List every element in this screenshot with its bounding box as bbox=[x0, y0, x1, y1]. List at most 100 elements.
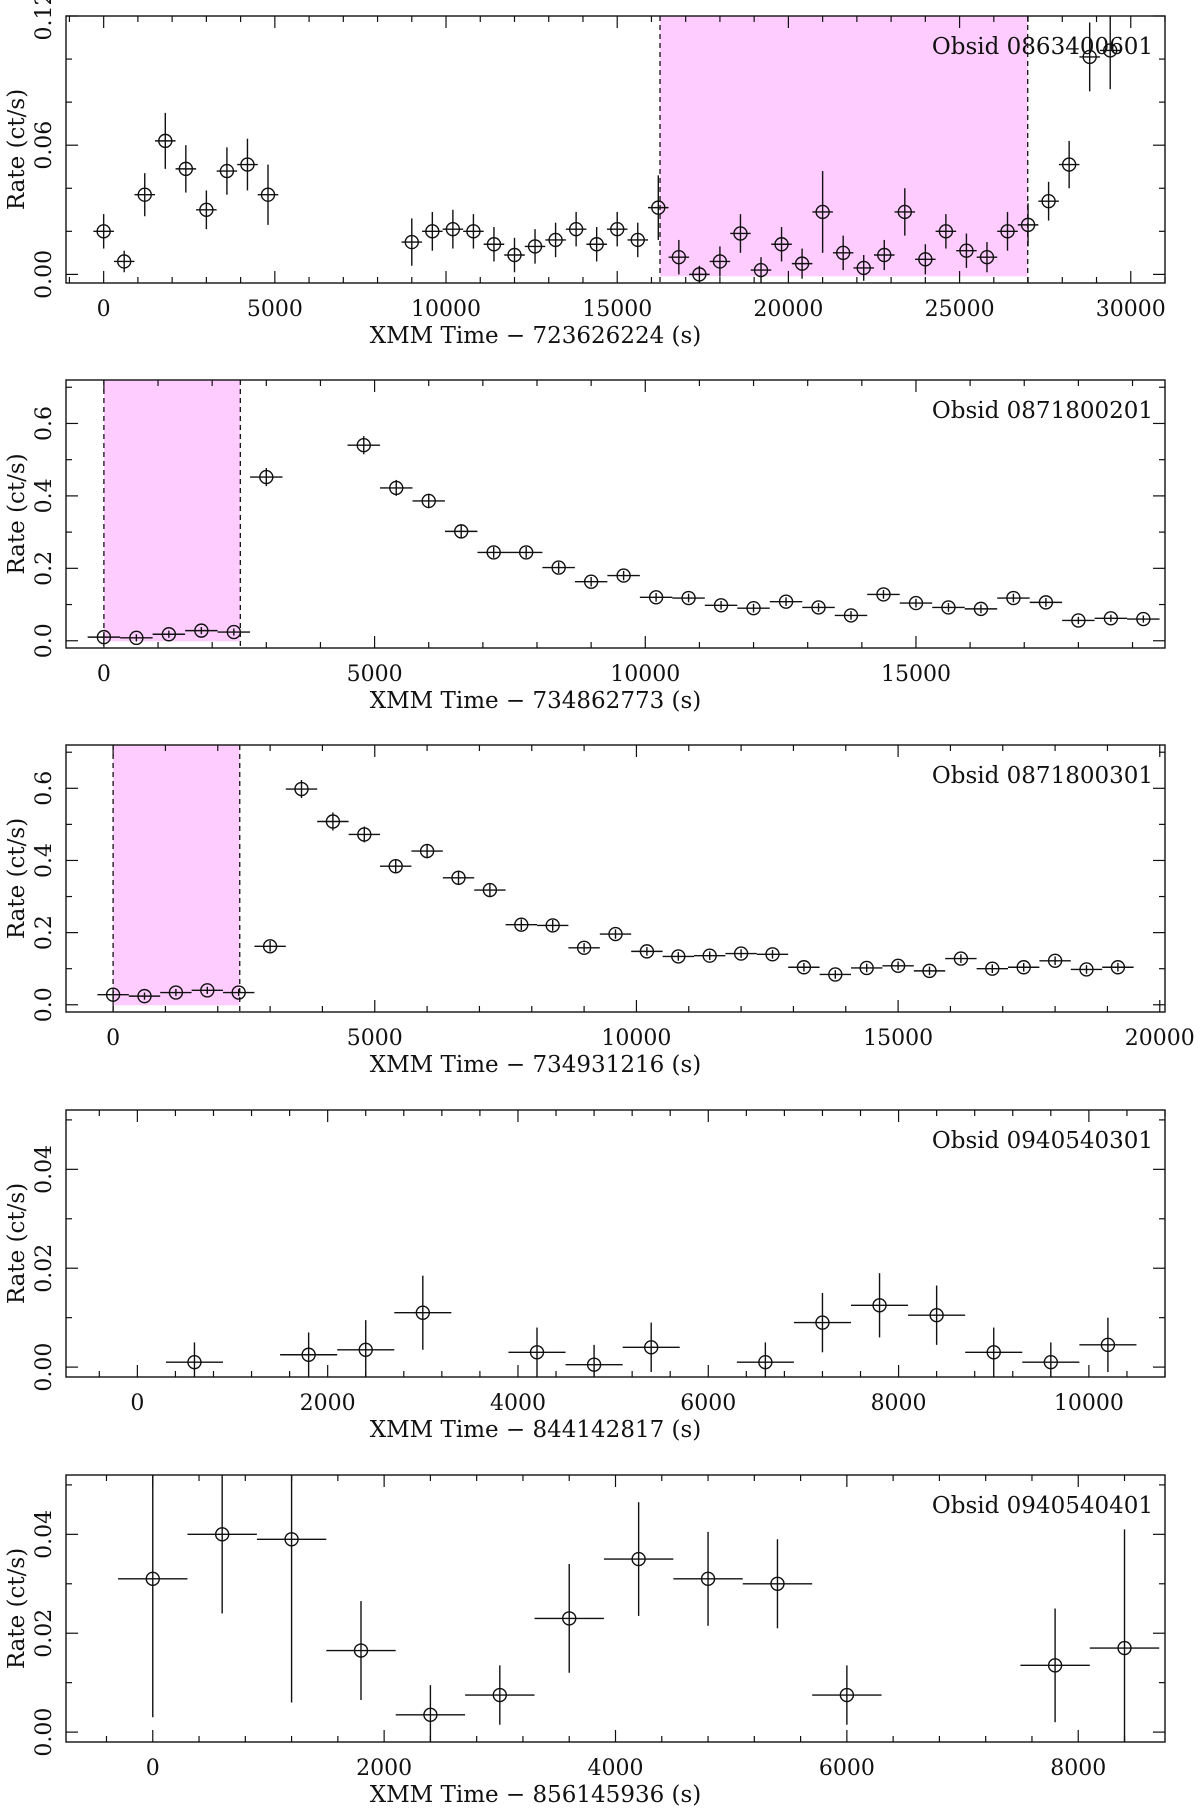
data-marker bbox=[1020, 217, 1036, 233]
data-marker bbox=[671, 949, 686, 964]
data-marker bbox=[702, 948, 717, 963]
data-point-33 bbox=[1102, 960, 1134, 975]
x-tick-label: 8000 bbox=[871, 1391, 927, 1416]
data-marker bbox=[404, 234, 419, 250]
data-marker bbox=[1016, 960, 1031, 975]
data-marker bbox=[758, 1354, 773, 1370]
data-point-3 bbox=[256, 1475, 327, 1703]
x-tick-label: 0 bbox=[130, 1391, 144, 1416]
data-marker bbox=[137, 988, 152, 1004]
y-tick-label: 0.06 bbox=[32, 121, 57, 170]
data-marker bbox=[1047, 953, 1063, 968]
data-point-38 bbox=[976, 242, 998, 273]
data-marker bbox=[835, 245, 851, 261]
data-point-6 bbox=[250, 468, 283, 487]
data-point-5 bbox=[223, 985, 255, 1000]
y-tick-label: 0.04 bbox=[32, 1510, 57, 1559]
data-point-8 bbox=[603, 1502, 674, 1616]
data-marker bbox=[1061, 157, 1077, 172]
data-marker bbox=[1038, 595, 1054, 610]
data-point-16 bbox=[568, 940, 600, 955]
data-point-2 bbox=[113, 250, 135, 273]
data-points bbox=[97, 779, 1134, 1004]
data-marker bbox=[856, 260, 871, 276]
data-point-10 bbox=[851, 1273, 909, 1338]
data-point-5 bbox=[395, 1685, 466, 1742]
y-tick-label: 0.04 bbox=[32, 1145, 57, 1194]
data-marker bbox=[815, 204, 830, 220]
data-point-6 bbox=[465, 1665, 535, 1725]
data-marker bbox=[941, 600, 956, 615]
data-point-11 bbox=[411, 843, 443, 859]
y-tick-label: 0.02 bbox=[32, 1244, 57, 1293]
data-marker bbox=[839, 1687, 855, 1703]
y-tick-label: 0.00 bbox=[32, 1343, 57, 1392]
data-marker bbox=[843, 608, 859, 623]
data-marker bbox=[301, 1347, 316, 1362]
data-point-24 bbox=[689, 265, 710, 283]
shaded-interval bbox=[113, 745, 240, 1006]
data-marker bbox=[451, 870, 466, 885]
data-point-7 bbox=[216, 147, 238, 195]
data-marker bbox=[1047, 1658, 1063, 1673]
data-point-18 bbox=[704, 598, 738, 613]
data-marker bbox=[753, 262, 769, 278]
data-point-16 bbox=[524, 229, 546, 264]
data-marker bbox=[284, 1532, 299, 1547]
data-marker bbox=[733, 226, 748, 241]
data-marker bbox=[214, 1527, 230, 1542]
x-axis: 0 5000 10000 15000 bbox=[97, 380, 1134, 687]
data-point-43 bbox=[1079, 22, 1100, 92]
light-curve-panel-4: 0 2000 4000 6000 8000 10000 XMM Time − 8441428… bbox=[4, 1109, 1166, 1443]
x-tick-label: 10000 bbox=[610, 662, 680, 687]
data-marker bbox=[876, 587, 891, 602]
data-point-19 bbox=[662, 949, 694, 964]
data-marker bbox=[985, 961, 1000, 976]
data-marker bbox=[514, 917, 529, 932]
data-marker bbox=[486, 237, 502, 252]
data-marker bbox=[231, 985, 246, 1000]
data-point-4 bbox=[155, 112, 176, 169]
data-points bbox=[87, 436, 1160, 646]
data-point-2 bbox=[280, 1332, 338, 1377]
data-marker bbox=[529, 1345, 545, 1360]
data-marker bbox=[294, 781, 309, 797]
data-point-3 bbox=[152, 627, 186, 642]
data-marker bbox=[765, 947, 780, 962]
data-marker bbox=[325, 814, 341, 829]
data-point-26 bbox=[730, 214, 751, 253]
data-marker bbox=[168, 985, 184, 1000]
data-point-10 bbox=[444, 524, 478, 539]
data-point-29 bbox=[1062, 613, 1095, 628]
data-marker bbox=[959, 243, 974, 258]
data-marker bbox=[692, 267, 707, 282]
data-point-19 bbox=[586, 227, 607, 262]
data-point-21 bbox=[725, 946, 757, 961]
data-marker bbox=[518, 545, 534, 560]
data-marker bbox=[421, 493, 436, 509]
data-point-27 bbox=[913, 963, 946, 979]
data-point-18 bbox=[565, 211, 587, 247]
data-point-28 bbox=[771, 227, 792, 262]
y-tick-label: 0.2 bbox=[32, 551, 57, 586]
light-curve-panel-5: 0 2000 4000 6000 8000 XMM Time − 856145936 (s… bbox=[4, 1474, 1166, 1808]
y-axis: 0.00 0.06 0.12 bbox=[32, 0, 1165, 299]
data-point-4 bbox=[191, 983, 223, 998]
shaded-interval bbox=[660, 16, 1028, 277]
plot-frame bbox=[65, 15, 1166, 284]
data-point-8 bbox=[237, 138, 258, 191]
x-tick-label: 5000 bbox=[347, 662, 403, 687]
data-marker bbox=[482, 882, 498, 898]
data-point-5 bbox=[175, 145, 197, 193]
x-tick-label: 8000 bbox=[1050, 1756, 1106, 1781]
obsid-annotation: Obsid 0863400601 bbox=[932, 34, 1153, 60]
data-point-9 bbox=[348, 826, 380, 843]
x-axis-label: XMM Time − 734862773 (s) bbox=[370, 688, 702, 714]
data-point-9 bbox=[793, 1292, 851, 1353]
data-marker bbox=[259, 469, 274, 485]
data-point-39 bbox=[997, 211, 1018, 251]
data-point-41 bbox=[1038, 181, 1059, 221]
data-point-23 bbox=[788, 960, 820, 975]
data-point-23 bbox=[668, 239, 690, 275]
obsid-annotation: Obsid 0940540401 bbox=[932, 1493, 1153, 1519]
